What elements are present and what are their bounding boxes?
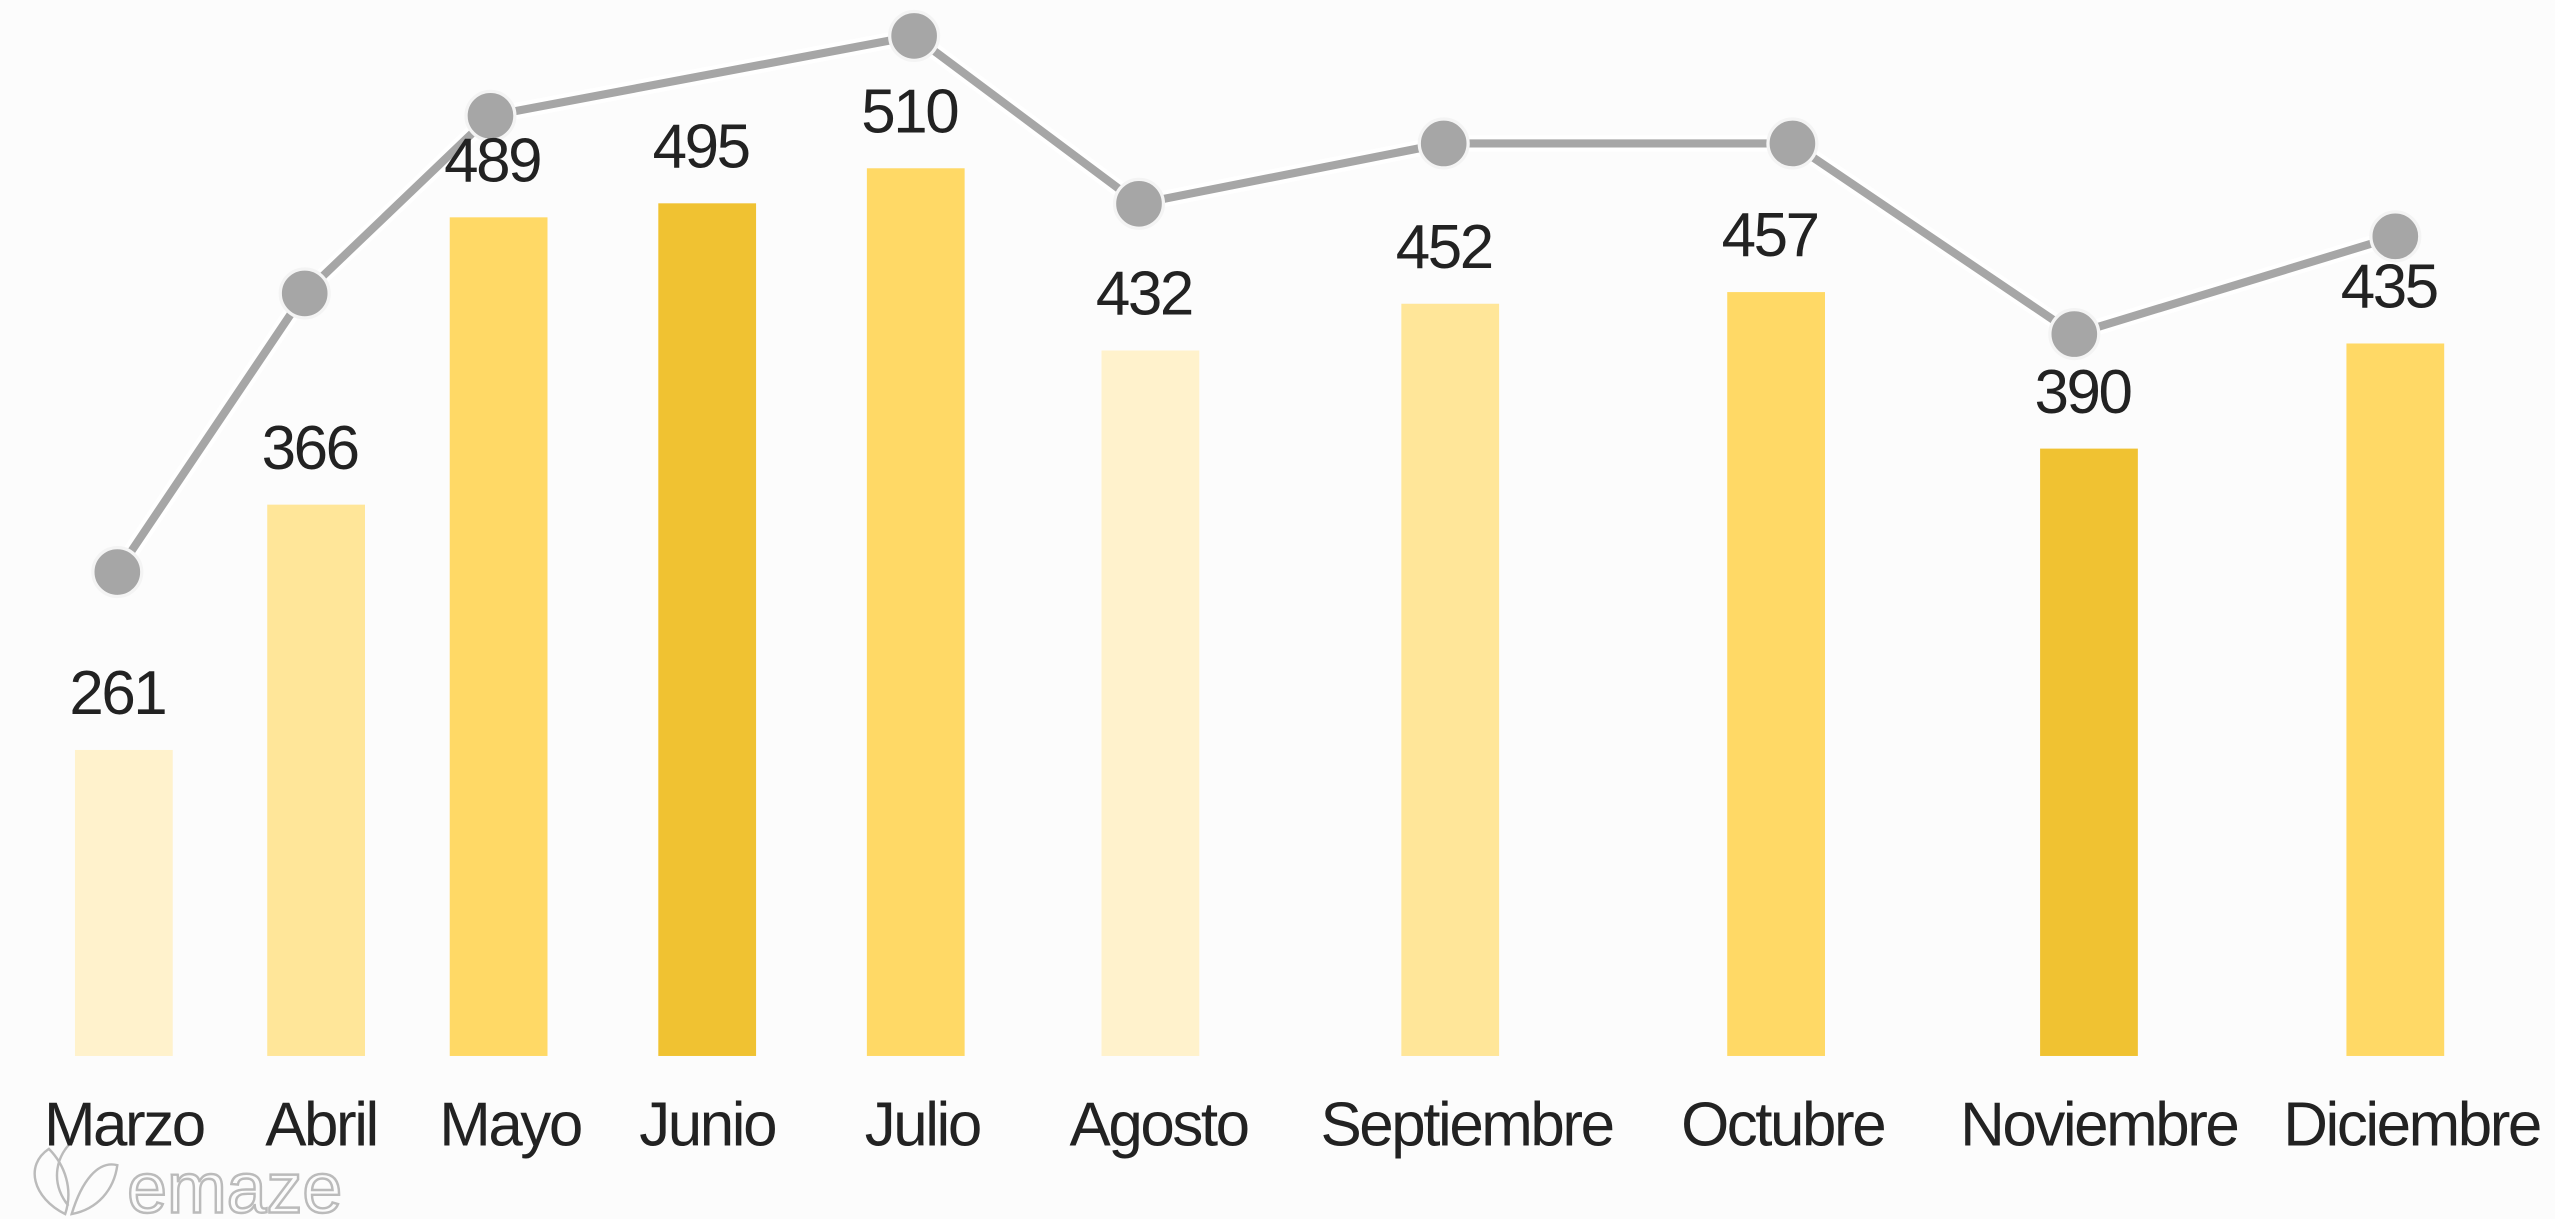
trend-marker [2048,308,2101,361]
bar [2346,343,2445,1056]
trend-marker [464,89,517,142]
data-label: 452 [1396,213,1492,282]
watermark: emaze [127,1148,342,1219]
trend-line [91,9,2422,599]
trend-marker [2369,210,2422,263]
x-tick-label: Noviembre [1960,1091,2237,1160]
trend-marker [1766,117,1819,170]
data-label: 457 [1722,201,1818,270]
data-label: 435 [2341,253,2437,322]
data-label: 489 [444,126,540,195]
bar [866,168,965,1056]
bar [1401,303,1500,1056]
trend-marker [1417,117,1470,170]
bar [1101,350,1200,1056]
x-tick-label: Abril [265,1091,377,1160]
trend-marker [91,545,144,599]
trend-marker [278,267,331,320]
bars [74,168,2445,1056]
data-label: 495 [653,112,749,181]
data-label: 366 [262,414,358,483]
x-tick-label: Marzo [44,1091,204,1160]
x-tick-label: Mayo [439,1091,581,1160]
x-tick-label: Agosto [1070,1091,1248,1160]
x-tick-label: Septiembre [1320,1091,1612,1160]
trend-marker [1112,177,1166,230]
x-tick-label: Octubre [1681,1091,1884,1160]
x-tick-label: Diciembre [2283,1091,2540,1160]
trend-markers [91,9,2422,599]
trend-marker [888,9,941,63]
x-tick-label: Junio [639,1091,775,1160]
bar [1727,292,1825,1056]
watermark-logo [33,1139,119,1216]
bar [74,749,173,1056]
data-label: 510 [861,77,958,146]
bar [2040,448,2138,1056]
x-tick-label: Julio [865,1091,980,1160]
data-label: 390 [2034,358,2131,427]
bar [267,504,365,1056]
data-label: 261 [69,659,165,728]
bar [658,203,757,1056]
bar [449,217,548,1056]
data-label: 432 [1096,260,1192,329]
